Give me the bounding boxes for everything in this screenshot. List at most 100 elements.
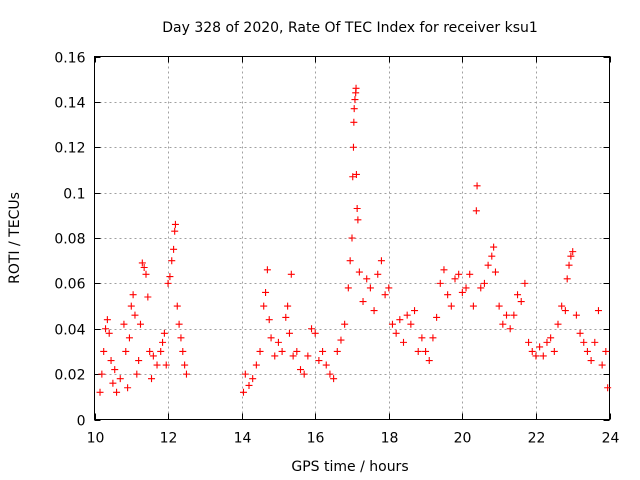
data-points [96, 84, 612, 396]
data-point [135, 357, 143, 365]
data-point [293, 347, 301, 355]
y-tick-label: 0.06 [54, 277, 85, 293]
data-point [337, 336, 345, 344]
data-point [162, 361, 170, 369]
plot-frame [94, 56, 610, 420]
data-point [433, 313, 441, 321]
data-point [385, 284, 393, 292]
x-tick-label: 12 [160, 431, 178, 447]
data-point [411, 307, 419, 315]
data-point [392, 329, 400, 337]
data-point [111, 366, 119, 374]
data-point [447, 302, 455, 310]
data-point [274, 338, 282, 346]
data-point [346, 257, 354, 265]
data-point [260, 302, 268, 310]
data-point [113, 388, 121, 396]
data-point [547, 334, 555, 342]
data-point [166, 273, 174, 281]
x-tick-label: 18 [381, 431, 399, 447]
axis-tick-labels: 10 12 14 16 18 20 22 24 0 0.02 0.04 0.06 0.08 0.1 0.12… [54, 51, 619, 447]
y-tick-label: 0.1 [63, 187, 85, 203]
data-point [120, 320, 128, 328]
data-point [349, 173, 357, 181]
data-point [458, 288, 466, 296]
data-point [239, 388, 247, 396]
chart-title: Day 328 of 2020, Rate Of TEC Index for r… [162, 20, 538, 36]
data-point [300, 370, 308, 378]
data-point [396, 316, 404, 324]
y-tick-label: 0 [77, 414, 86, 430]
y-tick-label: 0.04 [54, 323, 85, 339]
data-point [170, 245, 178, 253]
data-point [349, 143, 357, 151]
data-point [563, 275, 571, 283]
data-point [103, 316, 111, 324]
x-tick-label: 14 [234, 431, 252, 447]
x-tick-label: 24 [602, 431, 620, 447]
data-point [429, 334, 437, 342]
data-point [462, 284, 470, 292]
x-tick-label: 20 [454, 431, 472, 447]
data-point [109, 379, 117, 387]
data-point [179, 347, 187, 355]
data-point [567, 252, 575, 260]
data-point [182, 370, 190, 378]
data-point [414, 347, 422, 355]
data-point [455, 270, 463, 278]
data-point [510, 311, 518, 319]
data-point [175, 320, 183, 328]
data-point [598, 361, 606, 369]
data-point [159, 338, 167, 346]
data-point [403, 311, 411, 319]
data-point [503, 311, 510, 319]
data-point [319, 347, 327, 355]
data-point [127, 302, 135, 310]
data-point [388, 320, 396, 328]
data-point [149, 352, 157, 360]
data-point [148, 375, 156, 383]
data-point [366, 284, 374, 292]
data-point [422, 347, 430, 355]
data-point [341, 320, 349, 328]
data-point [359, 298, 367, 306]
data-point [532, 352, 540, 360]
data-point [374, 270, 382, 278]
data-point [263, 266, 271, 274]
data-point [256, 347, 264, 355]
data-point [583, 347, 591, 355]
x-tick-label: 22 [528, 431, 546, 447]
data-point [473, 182, 481, 190]
y-tick-label: 0.12 [54, 141, 85, 157]
data-point [122, 347, 130, 355]
data-point [249, 375, 257, 383]
data-point [352, 170, 360, 178]
data-point [480, 279, 488, 287]
data-point [98, 370, 106, 378]
data-point [116, 375, 124, 383]
x-tick-label: 16 [307, 431, 325, 447]
data-point [311, 329, 319, 337]
data-point [495, 302, 503, 310]
data-point [484, 261, 492, 269]
data-point [572, 311, 580, 319]
data-point [289, 352, 297, 360]
data-point [153, 361, 161, 369]
data-point [490, 243, 498, 251]
data-point [241, 370, 249, 378]
data-point [576, 329, 584, 337]
data-point [370, 307, 378, 315]
data-point [96, 388, 104, 396]
data-point [528, 347, 536, 355]
data-point [355, 268, 363, 276]
data-point [536, 343, 544, 351]
data-point [602, 347, 610, 355]
data-point [326, 370, 334, 378]
data-point [144, 293, 152, 301]
y-tick-label: 0.16 [54, 51, 85, 67]
data-point [245, 381, 253, 389]
data-point [580, 338, 588, 346]
data-point [350, 118, 358, 126]
